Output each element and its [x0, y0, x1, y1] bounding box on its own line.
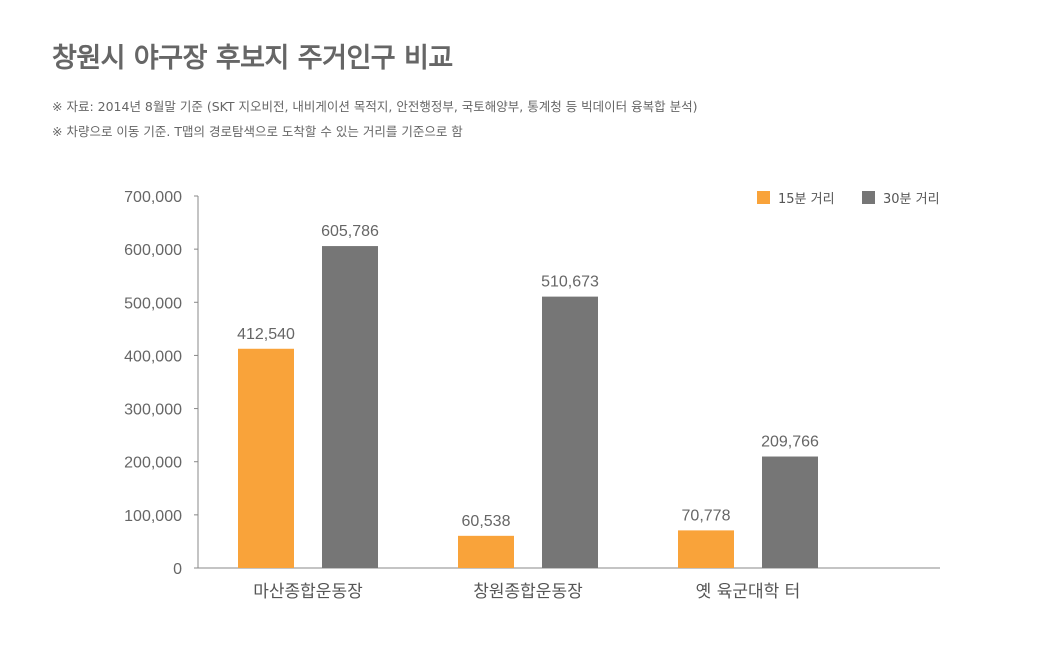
bar — [458, 535, 514, 568]
data-label: 510,673 — [541, 274, 599, 291]
data-label: 60,538 — [462, 513, 511, 530]
legend-label: 30분 거리 — [883, 192, 940, 207]
legend-swatch — [862, 191, 875, 204]
y-tick-label: 500,000 — [124, 295, 182, 312]
y-tick-label: 600,000 — [124, 242, 182, 259]
y-tick-label: 100,000 — [124, 508, 182, 525]
bar — [322, 246, 378, 569]
y-tick-label: 0 — [173, 561, 182, 578]
bars — [238, 246, 818, 569]
legend-swatch — [757, 191, 770, 204]
y-tick-label: 700,000 — [124, 189, 182, 206]
legend: 15분 거리 30분 거리 — [757, 191, 940, 207]
x-category-label: 마산종합운동장 — [253, 582, 363, 602]
method-note: ※ 차량으로 이동 기준. T맵의 경로탐색으로 도착할 수 있는 거리를 기준… — [52, 124, 463, 139]
chart-title: 창원시 야구장 후보지 주거인구 비교 — [52, 43, 453, 74]
data-label: 412,540 — [237, 326, 295, 343]
bar — [542, 296, 598, 568]
source-note: ※ 자료: 2014년 8월말 기준 (SKT 지오비전, 내비게이션 목적지,… — [52, 99, 698, 114]
legend-label: 15분 거리 — [778, 192, 835, 207]
x-category-label: 창원종합운동장 — [473, 582, 583, 602]
axes: 0 100,000 200,000 300,000 400,000 500,000 600,… — [124, 189, 940, 602]
data-label: 70,778 — [682, 507, 731, 524]
x-category-label: 옛 육군대학 터 — [696, 582, 801, 602]
y-tick-label: 400,000 — [124, 348, 182, 365]
y-tick-label: 300,000 — [124, 402, 182, 419]
data-label: 209,766 — [761, 434, 819, 451]
bar — [238, 348, 294, 568]
data-labels: 412,540 605,786 60,538 510,673 70,778 209,766 — [237, 223, 819, 530]
y-tick-label: 200,000 — [124, 455, 182, 472]
data-label: 605,786 — [321, 223, 379, 240]
bar — [762, 456, 818, 568]
bar — [678, 530, 734, 568]
